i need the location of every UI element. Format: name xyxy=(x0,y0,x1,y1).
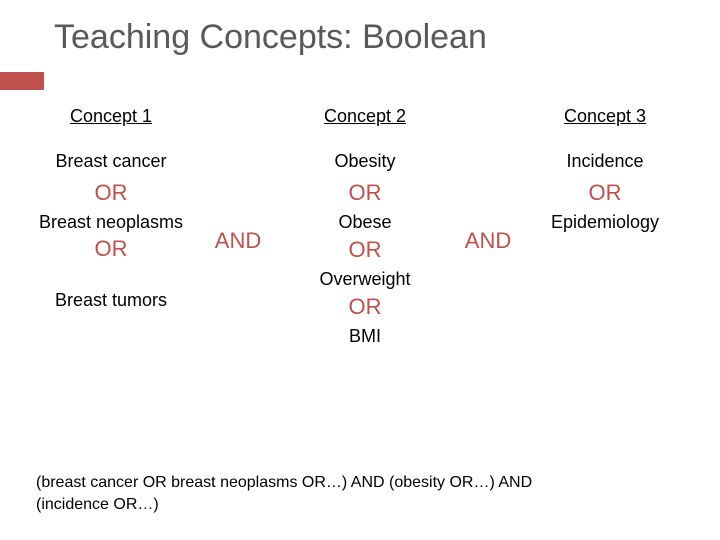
concept-column-2: Concept 2 Obesity OR Obese OR Overweight… xyxy=(290,100,440,347)
query-line-2: (incidence OR…) xyxy=(36,496,159,513)
concept-2-term-4: BMI xyxy=(290,326,440,347)
concept-2-header: Concept 2 xyxy=(290,100,440,127)
query-line-1: (breast cancer OR breast neoplasms OR…) … xyxy=(36,474,532,491)
concept-3-header: Concept 3 xyxy=(530,100,680,127)
boolean-grid: Concept 1 Breast cancer OR Breast neopla… xyxy=(0,100,720,460)
or-operator: OR xyxy=(530,180,680,206)
concept-3-term-1: Incidence xyxy=(530,151,680,172)
concept-1-term-1: Breast cancer xyxy=(36,151,186,172)
or-operator: OR xyxy=(290,180,440,206)
or-operator: OR xyxy=(290,294,440,320)
concept-1-term-3: Breast tumors xyxy=(36,290,186,311)
and-operator: AND xyxy=(203,228,273,254)
concept-2-term-2: Obese xyxy=(290,212,440,233)
concept-2-term-3: Overweight xyxy=(290,269,440,290)
concept-1-header: Concept 1 xyxy=(36,100,186,127)
concept-column-1: Concept 1 Breast cancer OR Breast neopla… xyxy=(36,100,186,311)
and-operator: AND xyxy=(453,228,523,254)
concept-2-term-1: Obesity xyxy=(290,151,440,172)
or-operator: OR xyxy=(290,237,440,263)
concept-3-term-2: Epidemiology xyxy=(530,212,680,233)
or-operator: OR xyxy=(36,236,186,262)
or-operator: OR xyxy=(36,180,186,206)
full-query: (breast cancer OR breast neoplasms OR…) … xyxy=(36,472,696,515)
slide-title: Teaching Concepts: Boolean xyxy=(0,0,720,67)
accent-bar xyxy=(0,72,44,90)
concept-column-3: Concept 3 Incidence OR Epidemiology xyxy=(530,100,680,233)
concept-1-term-2: Breast neoplasms xyxy=(36,212,186,234)
